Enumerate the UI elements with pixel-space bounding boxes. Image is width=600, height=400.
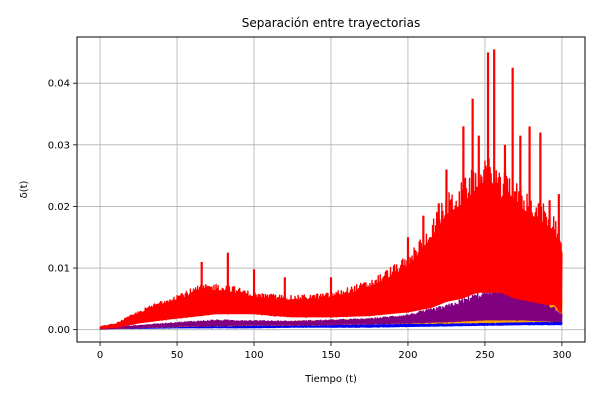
- y-tick-label: 0.03: [48, 140, 70, 151]
- y-tick-label: 0.04: [48, 79, 70, 90]
- x-tick-label: 50: [171, 350, 184, 361]
- x-tick-label: 300: [552, 350, 571, 361]
- series-0-band: [100, 322, 562, 330]
- y-tick-label: 0.02: [48, 202, 70, 213]
- y-tick-label: 0.01: [48, 264, 70, 275]
- series-2-band: [100, 287, 562, 330]
- x-tick-label: 150: [321, 350, 340, 361]
- x-tick-label: 100: [244, 350, 263, 361]
- x-tick-label: 250: [475, 350, 494, 361]
- series-3-line: [99, 49, 563, 330]
- series-group: [99, 49, 563, 330]
- x-tick-label: 0: [97, 350, 103, 361]
- ticks: 0 50 100 150 200 250 300 0.00 0.01 0.02 0.03 0.04: [48, 79, 572, 361]
- x-axis-label: Tiempo (t): [304, 374, 357, 385]
- x-tick-label: 200: [398, 350, 417, 361]
- y-tick-label: 0.00: [48, 325, 70, 336]
- y-axis-label: δ(t): [19, 180, 30, 198]
- chart-title: Separación entre trayectorias: [242, 16, 421, 30]
